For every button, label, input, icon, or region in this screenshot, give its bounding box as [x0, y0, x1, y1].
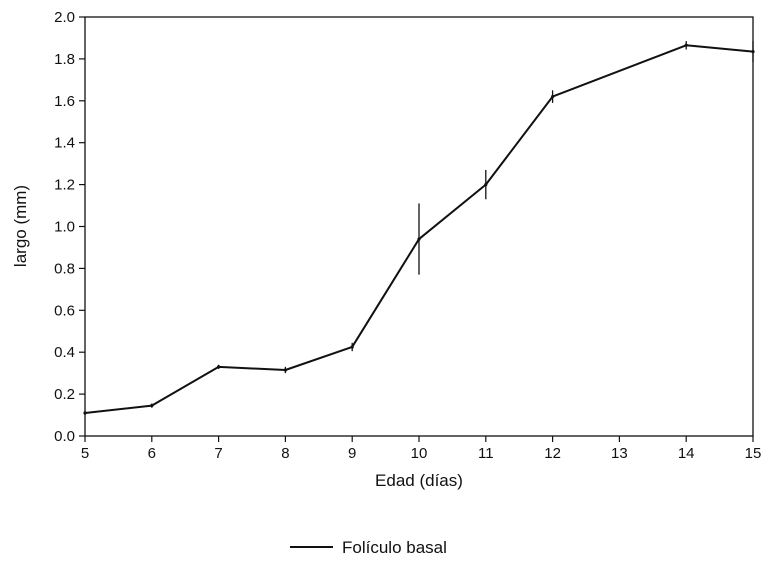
y-tick-label: 1.8	[54, 51, 75, 68]
data-point	[684, 43, 688, 47]
x-tick-label: 8	[281, 445, 289, 462]
x-tick-label: 5	[81, 445, 89, 462]
y-tick-label: 1.2	[54, 177, 75, 194]
legend-label: Folículo basal	[342, 538, 447, 557]
y-tick-label: 0.6	[54, 302, 75, 319]
y-tick-label: 0.4	[54, 344, 75, 361]
x-tick-label: 12	[544, 445, 561, 462]
x-tick-label: 13	[611, 445, 628, 462]
y-tick-label: 1.4	[54, 135, 75, 152]
x-axis-title: Edad (días)	[375, 471, 463, 490]
x-tick-label: 10	[411, 445, 428, 462]
data-point	[551, 95, 555, 99]
x-tick-label: 7	[214, 445, 222, 462]
data-point	[217, 365, 221, 369]
data-point	[484, 183, 488, 187]
y-tick-label: 2.0	[54, 9, 75, 26]
y-tick-label: 0.8	[54, 260, 75, 277]
series-line	[84, 44, 754, 414]
y-tick-label: 1.6	[54, 93, 75, 110]
error-bars	[84, 41, 754, 416]
data-point	[350, 345, 354, 349]
x-axis: 5 6 7 8 9 10 11 12 13 14 15	[81, 436, 762, 462]
x-tick-label: 6	[148, 445, 156, 462]
y-tick-label: 0.0	[54, 428, 75, 445]
x-tick-label: 15	[745, 445, 762, 462]
y-tick-label: 1.0	[54, 219, 75, 236]
data-point	[83, 411, 87, 415]
x-tick-label: 9	[348, 445, 356, 462]
y-axis: 0.0 0.2 0.4 0.6 0.8 1.0 1.2 1.4 1.6 1.8 2.0	[54, 9, 85, 445]
x-tick-label: 14	[678, 445, 695, 462]
data-point	[283, 368, 287, 372]
data-point	[417, 237, 421, 241]
data-point	[751, 49, 755, 54]
y-tick-label: 0.2	[54, 386, 75, 403]
series-lines	[83, 43, 755, 415]
data-point	[150, 404, 154, 408]
y-axis-title: largo (mm)	[11, 185, 30, 267]
x-tick-label: 11	[478, 445, 494, 462]
legend: Folículo basal	[290, 538, 447, 557]
